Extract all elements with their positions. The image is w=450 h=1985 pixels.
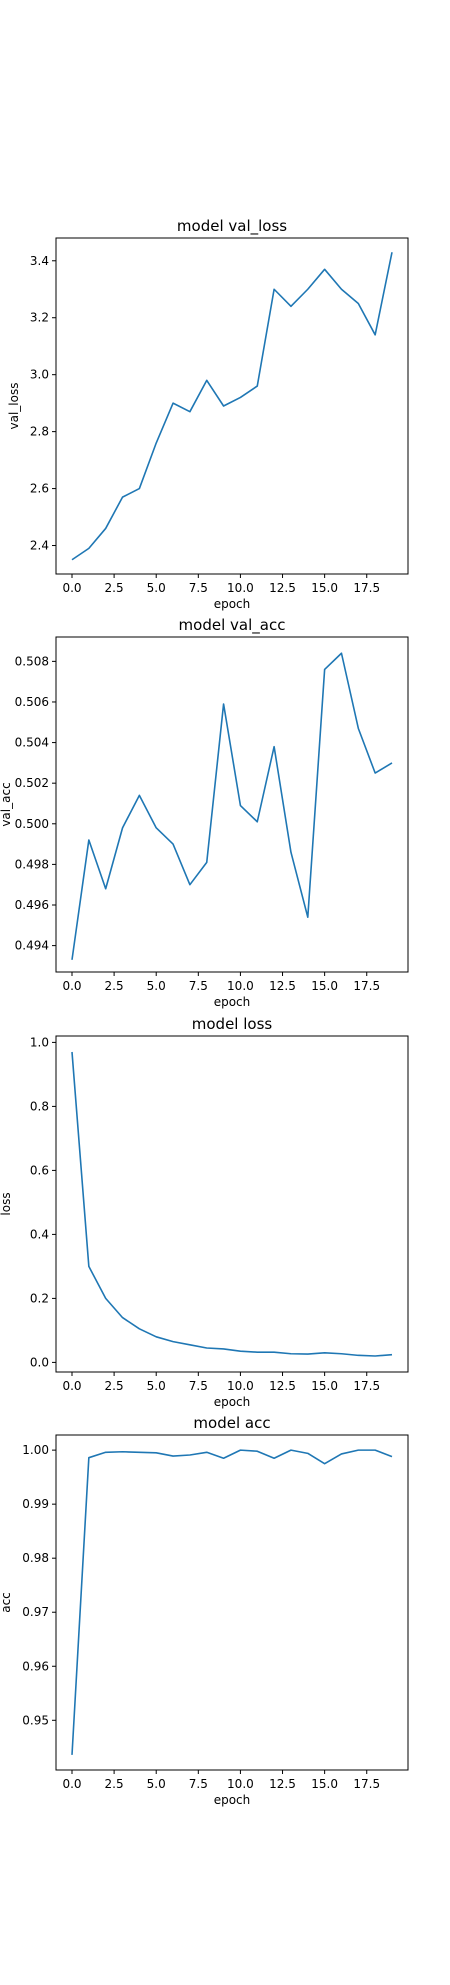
- x-tick-label: 12.5: [269, 1777, 296, 1791]
- y-tick-label: 0.0: [30, 1355, 49, 1369]
- x-tick-label: 0.0: [62, 581, 81, 595]
- y-tick-label: 3.2: [30, 311, 49, 325]
- axes-frame: [55, 1035, 409, 1373]
- x-tick-label: 7.5: [189, 1777, 208, 1791]
- y-tick-label: 0.506: [15, 695, 49, 709]
- x-tick-label: 17.5: [353, 581, 380, 595]
- x-tick-label: 0.0: [62, 1777, 81, 1791]
- x-tick-label: 17.5: [353, 1777, 380, 1791]
- x-tick-label: 5.0: [147, 1777, 166, 1791]
- y-tick-label: 0.496: [15, 898, 49, 912]
- y-tick-label: 1.0: [30, 1035, 49, 1049]
- x-axis-label: epoch: [214, 1395, 251, 1409]
- x-tick-label: 5.0: [147, 979, 166, 993]
- chart-title: model val_loss: [177, 217, 287, 236]
- y-tick-label: 0.8: [30, 1099, 49, 1113]
- x-axis-label: epoch: [214, 597, 251, 611]
- y-tick-label: 2.4: [30, 539, 49, 553]
- x-tick-label: 7.5: [189, 1379, 208, 1393]
- x-tick-label: 0.0: [62, 979, 81, 993]
- panel-acc: model acc 0.0 2.5 5.0 7.5 10.0 12.5 15.0 17.5 0.9…: [0, 1414, 409, 1807]
- y-tick-label: 2.6: [30, 482, 49, 496]
- series-line: [71, 652, 393, 960]
- x-tick-label: 15.0: [311, 979, 338, 993]
- chart-title: model val_acc: [179, 616, 286, 635]
- x-tick-label: 10.0: [227, 1777, 254, 1791]
- x-tick-label: 10.0: [227, 581, 254, 595]
- axes-frame: [55, 636, 409, 973]
- y-tick-label: 0.494: [15, 939, 49, 953]
- x-axis-label: epoch: [214, 995, 251, 1009]
- series-line: [71, 1051, 393, 1357]
- x-tick-label: 15.0: [311, 1379, 338, 1393]
- y-tick-label: 0.97: [22, 1605, 49, 1619]
- y-axis-label: loss: [0, 1192, 13, 1215]
- y-axis-label: val_acc: [0, 782, 13, 826]
- x-tick-label: 2.5: [105, 1379, 124, 1393]
- chart-title: model loss: [192, 1015, 273, 1033]
- y-tick-label: 0.500: [15, 817, 49, 831]
- y-tick-label: 0.498: [15, 857, 49, 871]
- y-tick-label: 0.96: [22, 1659, 49, 1673]
- x-tick-label: 12.5: [269, 581, 296, 595]
- y-tick-label: 0.2: [30, 1291, 49, 1305]
- panel-loss: model loss 0.0 2.5 5.0 7.5 10.0 12.5 15.0 17.5 0.…: [0, 1015, 409, 1409]
- y-tick-label: 2.8: [30, 425, 49, 439]
- y-tick-label: 3.0: [30, 368, 49, 382]
- y-axis-label: acc: [0, 1592, 13, 1613]
- series-line: [71, 252, 393, 561]
- x-tick-label: 0.0: [62, 1379, 81, 1393]
- y-tick-label: 0.99: [22, 1497, 49, 1511]
- x-tick-label: 2.5: [105, 1777, 124, 1791]
- x-tick-label: 7.5: [189, 979, 208, 993]
- x-tick-label: 5.0: [147, 1379, 166, 1393]
- x-tick-label: 17.5: [353, 1379, 380, 1393]
- x-tick-label: 7.5: [189, 581, 208, 595]
- y-tick-label: 0.95: [22, 1713, 49, 1727]
- y-tick-label: 0.508: [15, 654, 49, 668]
- y-axis-label: val_loss: [7, 383, 21, 430]
- chart-title: model acc: [193, 1414, 270, 1432]
- x-tick-label: 12.5: [269, 979, 296, 993]
- x-tick-label: 15.0: [311, 581, 338, 595]
- x-tick-label: 5.0: [147, 581, 166, 595]
- panel-val-acc: model val_acc 0.0 2.5 5.0 7.5 10.0 12.5 15.0 17.…: [0, 616, 409, 1009]
- x-axis-label: epoch: [214, 1793, 251, 1807]
- y-tick-label: 0.6: [30, 1163, 49, 1177]
- y-tick-label: 0.98: [22, 1551, 49, 1565]
- y-tick-label: 0.504: [15, 736, 49, 750]
- y-tick-label: 0.4: [30, 1227, 49, 1241]
- x-tick-label: 2.5: [105, 581, 124, 595]
- y-tick-label: 0.502: [15, 776, 49, 790]
- x-tick-label: 10.0: [227, 979, 254, 993]
- axes-frame: [55, 1434, 409, 1771]
- series-line: [71, 1449, 393, 1755]
- y-tick-label: 3.4: [30, 254, 49, 268]
- axes-frame: [55, 237, 409, 575]
- y-tick-label: 1.00: [22, 1443, 49, 1457]
- panel-val-loss: model val_loss 0.0 2.5 5.0 7.5 10.0 12.5 15.0 17…: [7, 217, 409, 611]
- x-tick-label: 12.5: [269, 1379, 296, 1393]
- x-tick-label: 10.0: [227, 1379, 254, 1393]
- x-tick-label: 15.0: [311, 1777, 338, 1791]
- x-tick-label: 2.5: [105, 979, 124, 993]
- x-tick-label: 17.5: [353, 979, 380, 993]
